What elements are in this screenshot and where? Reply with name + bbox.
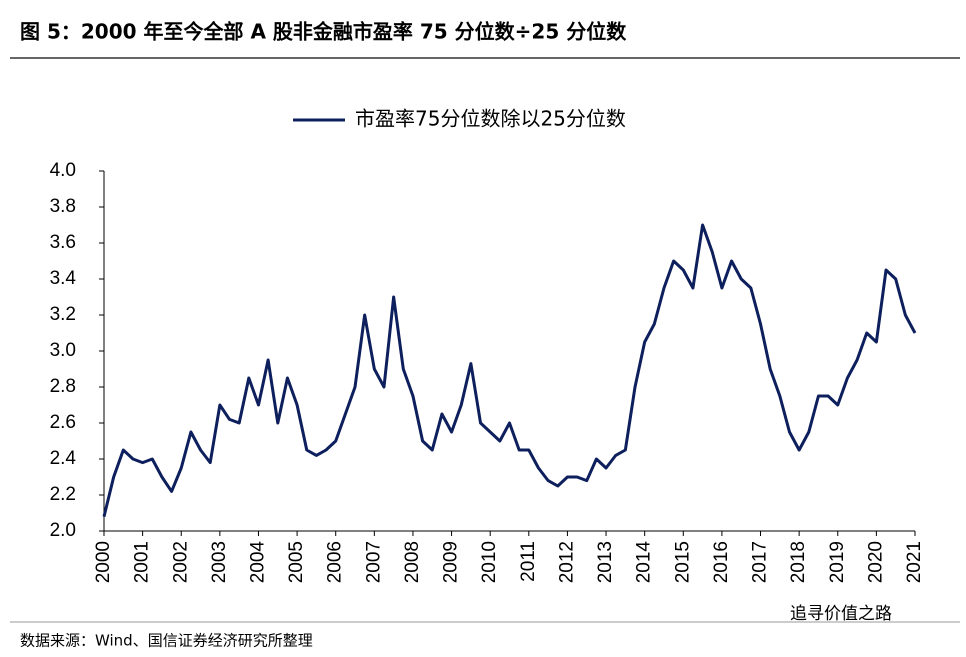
chart-title: 图 5：2000 年至今全部 A 股非金融市盈率 75 分位数÷25 分位数 (20, 20, 627, 44)
x-tick-label: 2019 (827, 541, 848, 583)
y-tick-label: 2.2 (50, 484, 76, 505)
x-tick-label: 2003 (209, 541, 230, 583)
y-tick-label: 4.0 (50, 160, 76, 181)
x-tick-label: 2021 (904, 541, 925, 583)
line-series (102, 223, 917, 517)
y-tick-label: 2.8 (50, 376, 76, 397)
y-tick-label: 2.6 (50, 412, 76, 433)
x-tick-label: 2015 (672, 541, 693, 583)
x-tick-label: 2002 (170, 541, 191, 583)
x-tick-label: 2006 (325, 541, 346, 583)
x-tick-label: 2007 (363, 541, 384, 583)
y-tick-label: 2.4 (50, 448, 77, 469)
x-tick-label: 2016 (711, 541, 732, 583)
x-tick-label: 2018 (788, 541, 809, 583)
watermark: 追寻价值之路 (790, 604, 892, 624)
y-tick-label: 3.6 (50, 232, 76, 253)
y-tick-label: 3.8 (50, 196, 76, 217)
legend-label: 市盈率75分位数除以25分位数 (355, 107, 626, 131)
x-tick-label: 2001 (132, 541, 153, 583)
x-tick-label: 2000 (93, 541, 114, 583)
y-tick-label: 3.2 (50, 304, 76, 325)
x-tick-label: 2020 (865, 541, 886, 583)
x-tick-label: 2008 (402, 541, 423, 583)
x-tick-label: 2014 (634, 541, 655, 584)
x-tick-label: 2013 (595, 541, 616, 583)
x-tick-label: 2010 (479, 541, 500, 583)
x-tick-label: 2012 (556, 541, 577, 583)
y-tick-label: 3.4 (50, 268, 77, 289)
x-tick-label: 2017 (750, 541, 771, 583)
x-tick-label: 2004 (247, 541, 268, 584)
x-tick-label: 2005 (286, 541, 307, 583)
y-tick-label: 2.0 (50, 520, 76, 541)
source: 数据来源：Wind、国信证券经济研究所整理 (20, 632, 313, 650)
x-tick-label: 2009 (441, 541, 462, 583)
y-tick-label: 3.0 (50, 340, 76, 361)
x-tick-label: 2011 (518, 541, 539, 582)
